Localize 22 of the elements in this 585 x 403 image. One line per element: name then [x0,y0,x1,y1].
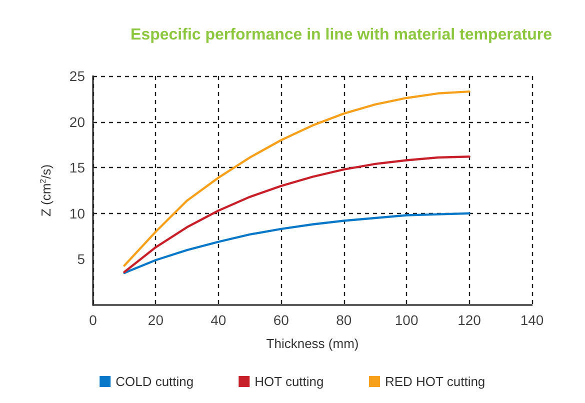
x-tick-label: 100 [394,312,418,328]
x-tick-label: 20 [148,312,164,328]
y-tick-label: 5 [77,251,86,268]
line-series [123,212,470,274]
legend-label: HOT cutting [254,374,324,389]
line-series [123,90,470,267]
y-axis-title: Z (cm2/s) [38,164,54,217]
x-tick-label: 140 [520,312,544,328]
y-tick-label: 10 [69,205,86,222]
x-tick-label: 60 [273,312,290,328]
x-tick-label: 40 [210,312,226,328]
y-tick-label: 25 [69,68,86,84]
legend-label: COLD cutting [116,374,194,389]
chart-title: Especific performance in line with material temperature [130,26,552,44]
x-tick-label: 120 [458,312,482,328]
y-tick-label: 20 [69,114,86,130]
line-series [123,156,470,274]
legend-label: RED HOT cutting [384,374,486,389]
x-axis-title: Thickness (mm) [266,336,359,351]
y-tick-label: 15 [69,160,86,176]
x-tick-label: 0 [89,312,98,328]
x-tick-label: 80 [336,312,352,328]
